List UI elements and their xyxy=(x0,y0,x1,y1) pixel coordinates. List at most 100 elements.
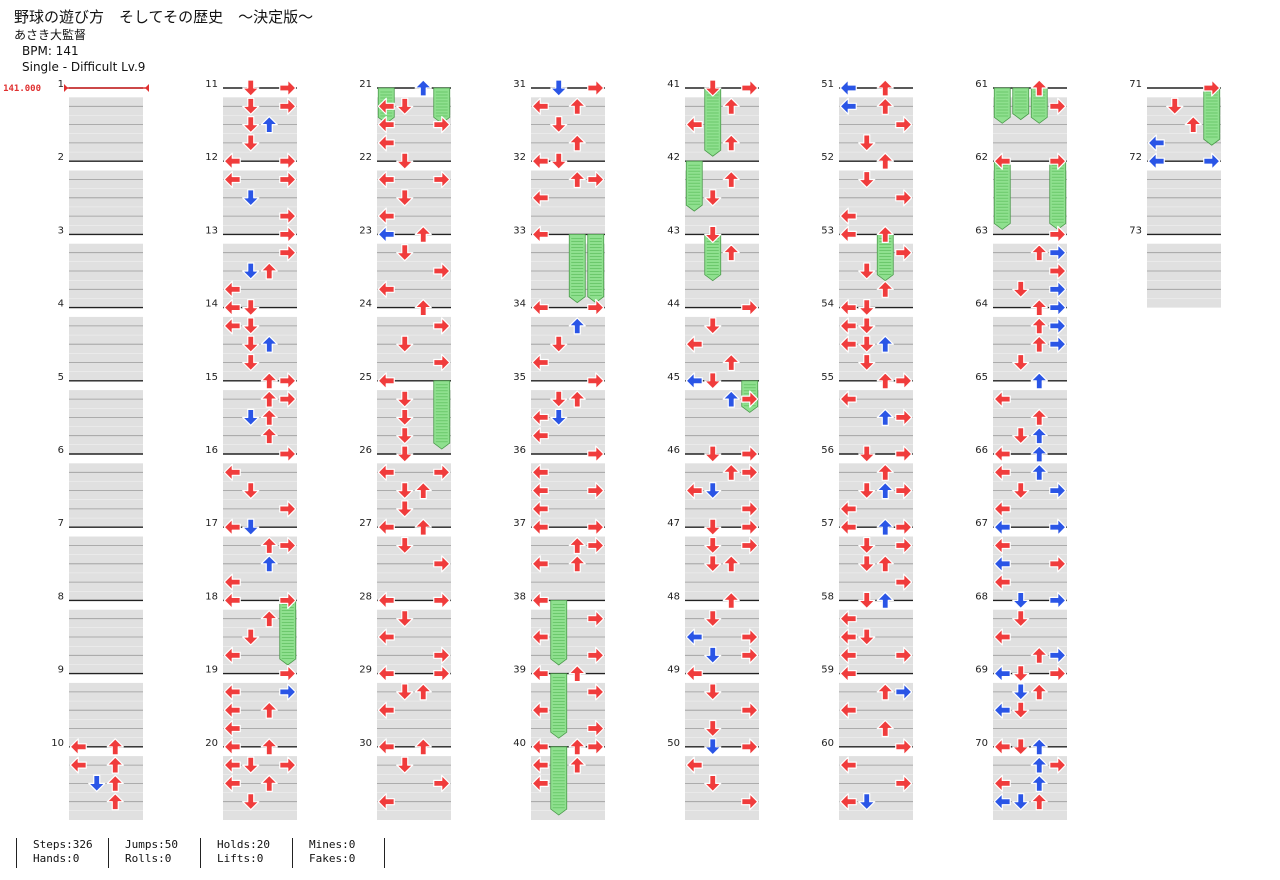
arrow-down-icon xyxy=(858,353,876,372)
arrow-left-icon xyxy=(223,591,241,610)
measure-71: 71 xyxy=(1129,79,1221,162)
measure-4: 4 xyxy=(58,299,143,381)
arrow-shape xyxy=(839,500,857,518)
hold-body xyxy=(993,87,1011,124)
measure-3: 3 xyxy=(58,225,143,308)
arrow-shape xyxy=(414,482,432,500)
arrow-shape xyxy=(1166,97,1184,115)
arrow-shape xyxy=(414,738,432,756)
arrow-left-icon xyxy=(531,463,549,481)
arrow-up-icon xyxy=(260,115,278,134)
beat-band xyxy=(69,445,143,454)
arrow-left-icon xyxy=(839,500,857,518)
arrow-shape xyxy=(993,445,1011,463)
beat-band xyxy=(993,518,1067,528)
beat-band xyxy=(69,152,143,162)
arrow-shape xyxy=(223,683,241,701)
arrow-up-icon xyxy=(1030,774,1048,793)
arrow-down-icon xyxy=(550,79,568,97)
arrow-up-icon xyxy=(722,463,740,481)
arrow-shape xyxy=(260,774,278,793)
measure-number: 28 xyxy=(359,591,372,602)
arrow-down-icon xyxy=(858,134,876,152)
measure-34: 34 xyxy=(513,299,605,381)
arrow-shape xyxy=(396,536,414,555)
arrow-right-icon xyxy=(895,518,913,536)
measure-56: 56 xyxy=(821,445,913,528)
measure-48: 48 xyxy=(667,591,759,674)
arrow-shape xyxy=(587,719,605,738)
arrow-shape xyxy=(568,390,586,408)
arrow-shape xyxy=(69,756,87,774)
measure-5: 5 xyxy=(58,372,143,454)
arrow-left-icon xyxy=(839,97,857,115)
arrow-shape xyxy=(433,555,451,573)
arrow-shape xyxy=(223,646,241,664)
arrow-down-icon xyxy=(550,115,568,134)
arrow-shape xyxy=(741,536,759,555)
arrow-shape xyxy=(993,793,1011,811)
arrow-left-icon xyxy=(531,500,549,518)
arrow-down-icon xyxy=(396,189,414,207)
arrow-shape xyxy=(895,646,913,664)
arrow-shape xyxy=(1030,244,1048,262)
arrow-shape xyxy=(242,97,260,115)
arrow-shape xyxy=(377,738,395,756)
arrow-left-icon xyxy=(839,79,857,97)
beat-band xyxy=(223,152,297,162)
arrow-shape xyxy=(1049,317,1067,335)
measure-59: 59 xyxy=(821,665,913,747)
measure-16: 16 xyxy=(205,445,297,528)
arrow-shape xyxy=(993,518,1011,536)
measure-10: 10 xyxy=(51,738,143,820)
arrow-right-icon xyxy=(1049,225,1067,243)
arrow-left-icon xyxy=(377,372,395,390)
measure-number: 9 xyxy=(58,665,64,676)
arrow-shape xyxy=(685,482,703,500)
stat-column: Mines:0 Fakes:0 xyxy=(292,838,355,868)
beat-band xyxy=(223,811,297,820)
arrow-shape xyxy=(704,774,722,793)
arrow-shape xyxy=(568,756,586,774)
measure-17: 17 xyxy=(205,518,297,601)
arrow-shape xyxy=(741,299,759,317)
arrow-right-icon xyxy=(1049,152,1067,170)
measure-65: 65 xyxy=(975,372,1067,454)
arrow-left-icon xyxy=(993,445,1011,463)
arrow-right-icon xyxy=(741,701,759,719)
measure-number: 37 xyxy=(513,518,526,529)
arrow-down-icon xyxy=(1012,280,1030,298)
arrow-down-icon xyxy=(396,683,414,701)
arrow-shape xyxy=(1030,317,1048,335)
arrow-left-icon xyxy=(839,317,857,335)
arrow-down-icon xyxy=(550,335,568,353)
arrow-left-icon xyxy=(377,463,395,481)
arrow-shape xyxy=(396,445,414,463)
arrow-shape xyxy=(993,738,1011,756)
arrow-down-icon xyxy=(396,427,414,445)
arrow-up-icon xyxy=(876,482,894,500)
arrow-shape xyxy=(704,719,722,738)
arrow-up-icon xyxy=(876,683,894,701)
measure-number: 34 xyxy=(513,299,526,310)
arrow-down-icon xyxy=(704,372,722,390)
arrow-right-icon xyxy=(895,738,913,756)
arrow-left-icon xyxy=(377,115,395,134)
arrow-down-icon xyxy=(858,555,876,573)
difficulty-label: Single - Difficult Lv.9 xyxy=(22,60,146,74)
arrow-down-icon xyxy=(858,335,876,353)
arrow-shape xyxy=(876,683,894,701)
beat-band xyxy=(377,737,451,747)
arrow-right-icon xyxy=(1203,152,1221,170)
arrow-right-icon xyxy=(587,610,605,628)
arrow-shape xyxy=(88,774,106,793)
measure-41: 41 xyxy=(667,79,759,162)
beat-band xyxy=(685,445,759,454)
arrow-up-icon xyxy=(876,719,894,738)
arrow-shape xyxy=(531,97,549,115)
arrow-right-icon xyxy=(1049,664,1067,683)
measure-number: 30 xyxy=(359,738,372,749)
arrow-shape xyxy=(223,719,241,738)
arrow-shape xyxy=(260,427,278,445)
arrow-shape xyxy=(260,262,278,280)
